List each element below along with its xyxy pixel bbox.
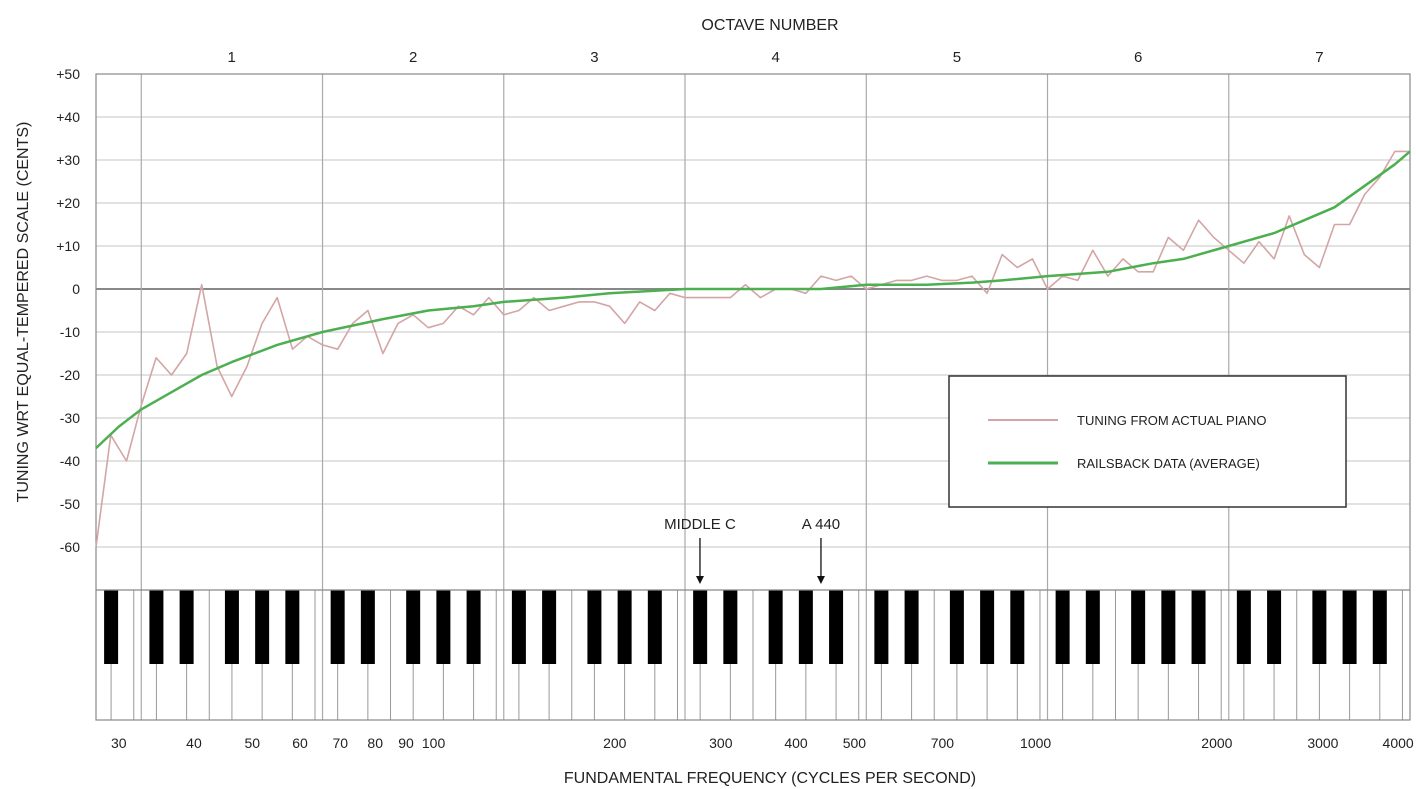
black-key: [980, 590, 995, 664]
annotation-arrow-head: [816, 576, 825, 584]
black-key: [949, 590, 964, 664]
y-tick-label: +10: [56, 238, 80, 254]
y-tick-label: +50: [56, 66, 80, 82]
x-tick-label: 80: [367, 735, 383, 751]
annotation-label: A 440: [802, 516, 840, 533]
black-key: [1055, 590, 1070, 664]
annotation-label: MIDDLE C: [664, 516, 736, 533]
annotations: MIDDLE C A 440: [664, 516, 840, 584]
octave-labels: 1 2 3 4 5 6 7: [227, 49, 1323, 66]
piano-keyboard: [104, 590, 1403, 720]
black-key: [723, 590, 738, 664]
x-tick-label: 100: [422, 735, 446, 751]
y-tick-label: -20: [60, 367, 80, 383]
y-tick-label: +20: [56, 195, 80, 211]
x-tick-label: 90: [398, 735, 414, 751]
y-tick-label: -60: [60, 539, 80, 555]
octave-number-label: 3: [590, 49, 598, 66]
y-tick-label: -50: [60, 496, 80, 512]
y-tick-label: +30: [56, 152, 80, 168]
octave-lines: [140, 74, 1230, 720]
legend: TUNING FROM ACTUAL PIANO RAILSBACK DATA …: [948, 375, 1347, 508]
black-key: [874, 590, 889, 664]
y-tick-labels: +50 +40 +30 +20 +10 0 -10 -20 -30 -40 -50 -60: [56, 66, 80, 555]
legend-box: [948, 375, 1347, 508]
x-tick-label: 70: [333, 735, 349, 751]
legend-label-piano: TUNING FROM ACTUAL PIANO: [1077, 413, 1266, 428]
x-axis-label: FUNDAMENTAL FREQUENCY (CYCLES PER SECOND…: [564, 770, 976, 787]
x-tick-label: 2000: [1201, 735, 1232, 751]
x-tick-label: 500: [843, 735, 867, 751]
y-tick-label: 0: [72, 281, 80, 297]
x-tick-label: 60: [292, 735, 308, 751]
x-tick-label: 50: [245, 735, 261, 751]
plot-frame: [95, 73, 1411, 721]
y-tick-label: -30: [60, 410, 80, 426]
black-key: [1342, 590, 1357, 664]
x-tick-label: 200: [603, 735, 627, 751]
black-key: [904, 590, 919, 664]
octave-number-label: 5: [953, 49, 961, 66]
x-tick-label: 400: [784, 735, 808, 751]
black-key: [466, 590, 481, 664]
black-key: [829, 590, 844, 664]
series-line-railsback: [95, 150, 1411, 450]
black-key: [330, 590, 345, 664]
black-key: [798, 590, 813, 664]
black-key: [406, 590, 421, 664]
y-axis-label: TUNING WRT EQUAL-TEMPERED SCALE (CENTS): [15, 122, 32, 503]
octave-number-label: 2: [409, 49, 417, 66]
black-key: [617, 590, 632, 664]
x-tick-label: 40: [186, 735, 202, 751]
annotation-arrow-head: [695, 576, 704, 584]
black-key: [1131, 590, 1146, 664]
black-key: [104, 590, 119, 664]
black-key: [224, 590, 239, 664]
y-tick-label: -10: [60, 324, 80, 340]
black-key: [647, 590, 662, 664]
black-key: [179, 590, 194, 664]
x-tick-labels: 30 40 50 60 70 80 90 100 200 300 400 500 700 1000 2000…: [111, 735, 1414, 751]
black-key: [542, 590, 557, 664]
black-key: [587, 590, 602, 664]
legend-label-railsback: RAILSBACK DATA (AVERAGE): [1077, 456, 1260, 471]
black-key: [1085, 590, 1100, 664]
black-key: [360, 590, 375, 664]
x-tick-label: 1000: [1020, 735, 1051, 751]
black-key: [1236, 590, 1251, 664]
black-key: [436, 590, 451, 664]
black-key: [1010, 590, 1025, 664]
octave-number-label: 1: [227, 49, 235, 66]
chart-title: OCTAVE NUMBER: [701, 17, 838, 34]
black-key: [1312, 590, 1327, 664]
y-tick-label: -40: [60, 453, 80, 469]
black-key: [1372, 590, 1387, 664]
black-key: [768, 590, 783, 664]
x-tick-label: 30: [111, 735, 127, 751]
black-key: [693, 590, 708, 664]
octave-number-label: 6: [1134, 49, 1142, 66]
black-key: [511, 590, 526, 664]
black-key: [1191, 590, 1206, 664]
octave-number-label: 7: [1315, 49, 1323, 66]
black-key: [1161, 590, 1176, 664]
series-layer: [95, 150, 1411, 548]
x-tick-label: 300: [709, 735, 733, 751]
black-key: [255, 590, 270, 664]
series-line-actual-piano: [95, 150, 1410, 548]
plot-border: [95, 73, 1411, 721]
black-key: [285, 590, 300, 664]
x-tick-label: 4000: [1383, 735, 1414, 751]
x-tick-label: 3000: [1307, 735, 1338, 751]
black-key: [149, 590, 164, 664]
y-tick-label: +40: [56, 109, 80, 125]
black-key: [1267, 590, 1282, 664]
x-tick-label: 700: [931, 735, 955, 751]
octave-number-label: 4: [771, 49, 779, 66]
